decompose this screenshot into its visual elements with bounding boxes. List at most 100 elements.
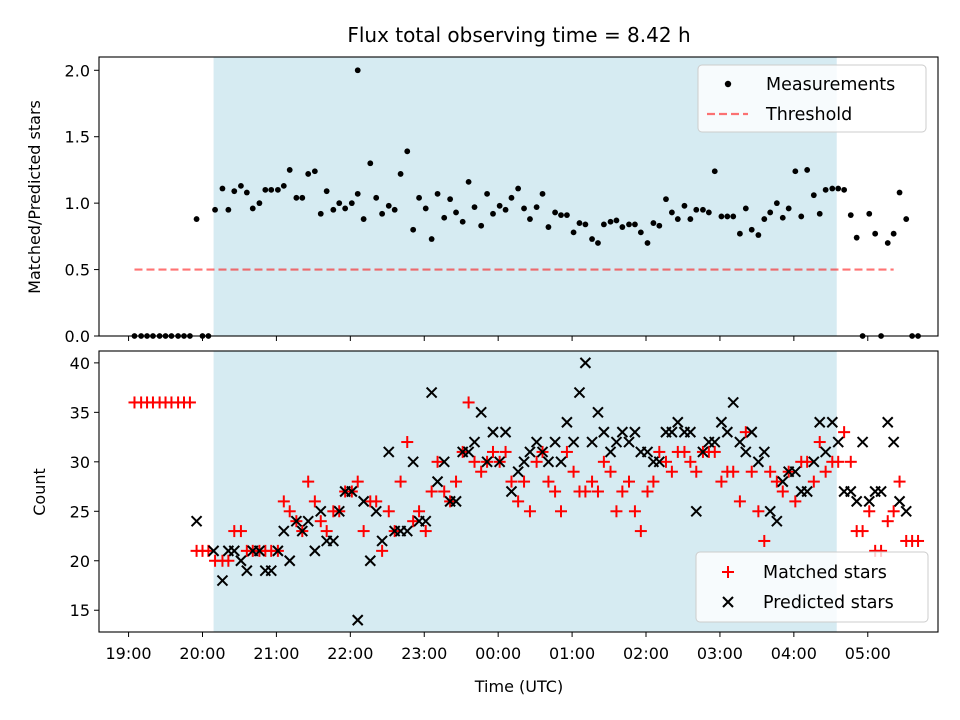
measurement-point <box>379 210 386 217</box>
measurement-point <box>835 185 842 192</box>
x-tick-label: 22:00 <box>327 644 373 663</box>
measurement-point <box>656 222 663 229</box>
count-x-ticks: 19:00 20:00 21:00 22:00 23:00 00:00 01:00 02:00… <box>106 632 891 663</box>
measurement-point <box>243 189 250 196</box>
matched-point <box>801 455 814 468</box>
measurement-point <box>299 194 306 201</box>
measurement-point <box>428 236 435 242</box>
matched-point <box>665 465 678 478</box>
ratio-panel: 0.00.51.01.52.0 Matched/Predicted stars … <box>25 56 939 346</box>
measurement-point <box>663 196 669 203</box>
ratio-y-ticks: 0.0 0.5 1.0 1.5 2.0 <box>65 61 99 346</box>
predicted-point <box>801 485 813 498</box>
measurement-point <box>404 148 411 155</box>
predicted-point <box>542 456 555 468</box>
measurement-point <box>748 226 755 233</box>
measurement-point <box>367 160 374 167</box>
predicted-point <box>598 426 610 438</box>
matched-point <box>560 445 573 458</box>
x-axis-label: Time (UTC) <box>474 677 563 696</box>
predicted-point <box>253 545 266 557</box>
ratio-x-ticks <box>128 336 869 341</box>
measurement-point <box>539 190 546 197</box>
measurement-point <box>484 190 490 197</box>
measurement-point <box>847 212 854 219</box>
matched-point <box>745 465 758 478</box>
measurement-point <box>595 240 601 246</box>
measurement-point <box>193 216 200 222</box>
x-tick-label: 05:00 <box>845 644 891 663</box>
predicted-point <box>764 505 776 517</box>
measurement-point <box>829 185 836 192</box>
matched-point <box>183 396 196 409</box>
matched-point <box>468 455 481 468</box>
matched-point <box>887 505 900 518</box>
predicted-point <box>777 475 789 488</box>
matched-point <box>893 475 906 488</box>
measurement-point <box>903 216 910 222</box>
predicted-point <box>296 525 308 537</box>
matched-point <box>659 455 672 468</box>
predicted-point <box>740 446 752 458</box>
predicted-point <box>346 485 358 498</box>
measurement-point <box>600 221 607 228</box>
measurement-point <box>792 168 799 175</box>
predicted-point <box>505 485 518 498</box>
measurement-point <box>650 220 657 226</box>
measurement-point <box>459 218 466 225</box>
predicted-point <box>561 416 573 428</box>
matched-point <box>586 475 599 488</box>
measurement-point <box>410 226 417 233</box>
matched-point <box>234 525 247 538</box>
measurement-point <box>816 210 823 217</box>
measurement-point <box>212 206 218 213</box>
legend-predicted-marker <box>722 596 734 608</box>
measurement-point <box>687 216 694 222</box>
measurement-point <box>619 224 626 230</box>
matched-point <box>623 475 636 488</box>
matched-point <box>394 475 407 488</box>
predicted-point <box>481 456 493 468</box>
predicted-point <box>875 485 887 498</box>
measurement-point <box>872 230 879 237</box>
matched-point <box>733 495 746 508</box>
predicted-point <box>623 436 635 448</box>
predicted-point <box>586 436 598 448</box>
predicted-point <box>284 555 296 567</box>
predicted-point <box>333 505 345 517</box>
predicted-point <box>819 446 832 458</box>
predicted-point <box>487 426 499 438</box>
measurement-point <box>286 167 293 173</box>
measurement-point <box>736 230 743 237</box>
matched-point <box>764 465 777 478</box>
x-tick-label: 03:00 <box>697 644 743 663</box>
measurement-point <box>238 182 244 189</box>
predicted-point <box>721 426 734 438</box>
matched-point <box>401 436 414 449</box>
matched-point <box>376 544 389 557</box>
measurement-point <box>674 216 681 222</box>
predicted-point <box>771 515 783 527</box>
predicted-point <box>401 525 413 537</box>
measurement-point <box>755 232 762 238</box>
predicted-point <box>216 574 229 587</box>
predicted-point <box>493 456 506 468</box>
ratio-y-tick-label: 1.5 <box>65 128 90 147</box>
matched-point <box>690 465 703 478</box>
matched-point <box>628 505 641 518</box>
measurement-point <box>434 190 441 197</box>
matched-point <box>438 485 451 498</box>
measurement-point <box>866 210 873 217</box>
x-tick-label: 02:00 <box>623 644 669 663</box>
measurement-point <box>317 210 324 217</box>
measurement-point <box>336 200 343 207</box>
matched-point <box>308 495 321 508</box>
count-y-ticks: 15 20 25 30 35 40 <box>70 354 99 620</box>
predicted-point <box>315 505 327 517</box>
matched-point <box>715 475 728 488</box>
measurement-point <box>293 194 300 201</box>
predicted-point <box>241 564 253 577</box>
measurement-point <box>853 234 860 241</box>
predicted-point <box>826 416 839 428</box>
predicted-point <box>438 456 450 468</box>
